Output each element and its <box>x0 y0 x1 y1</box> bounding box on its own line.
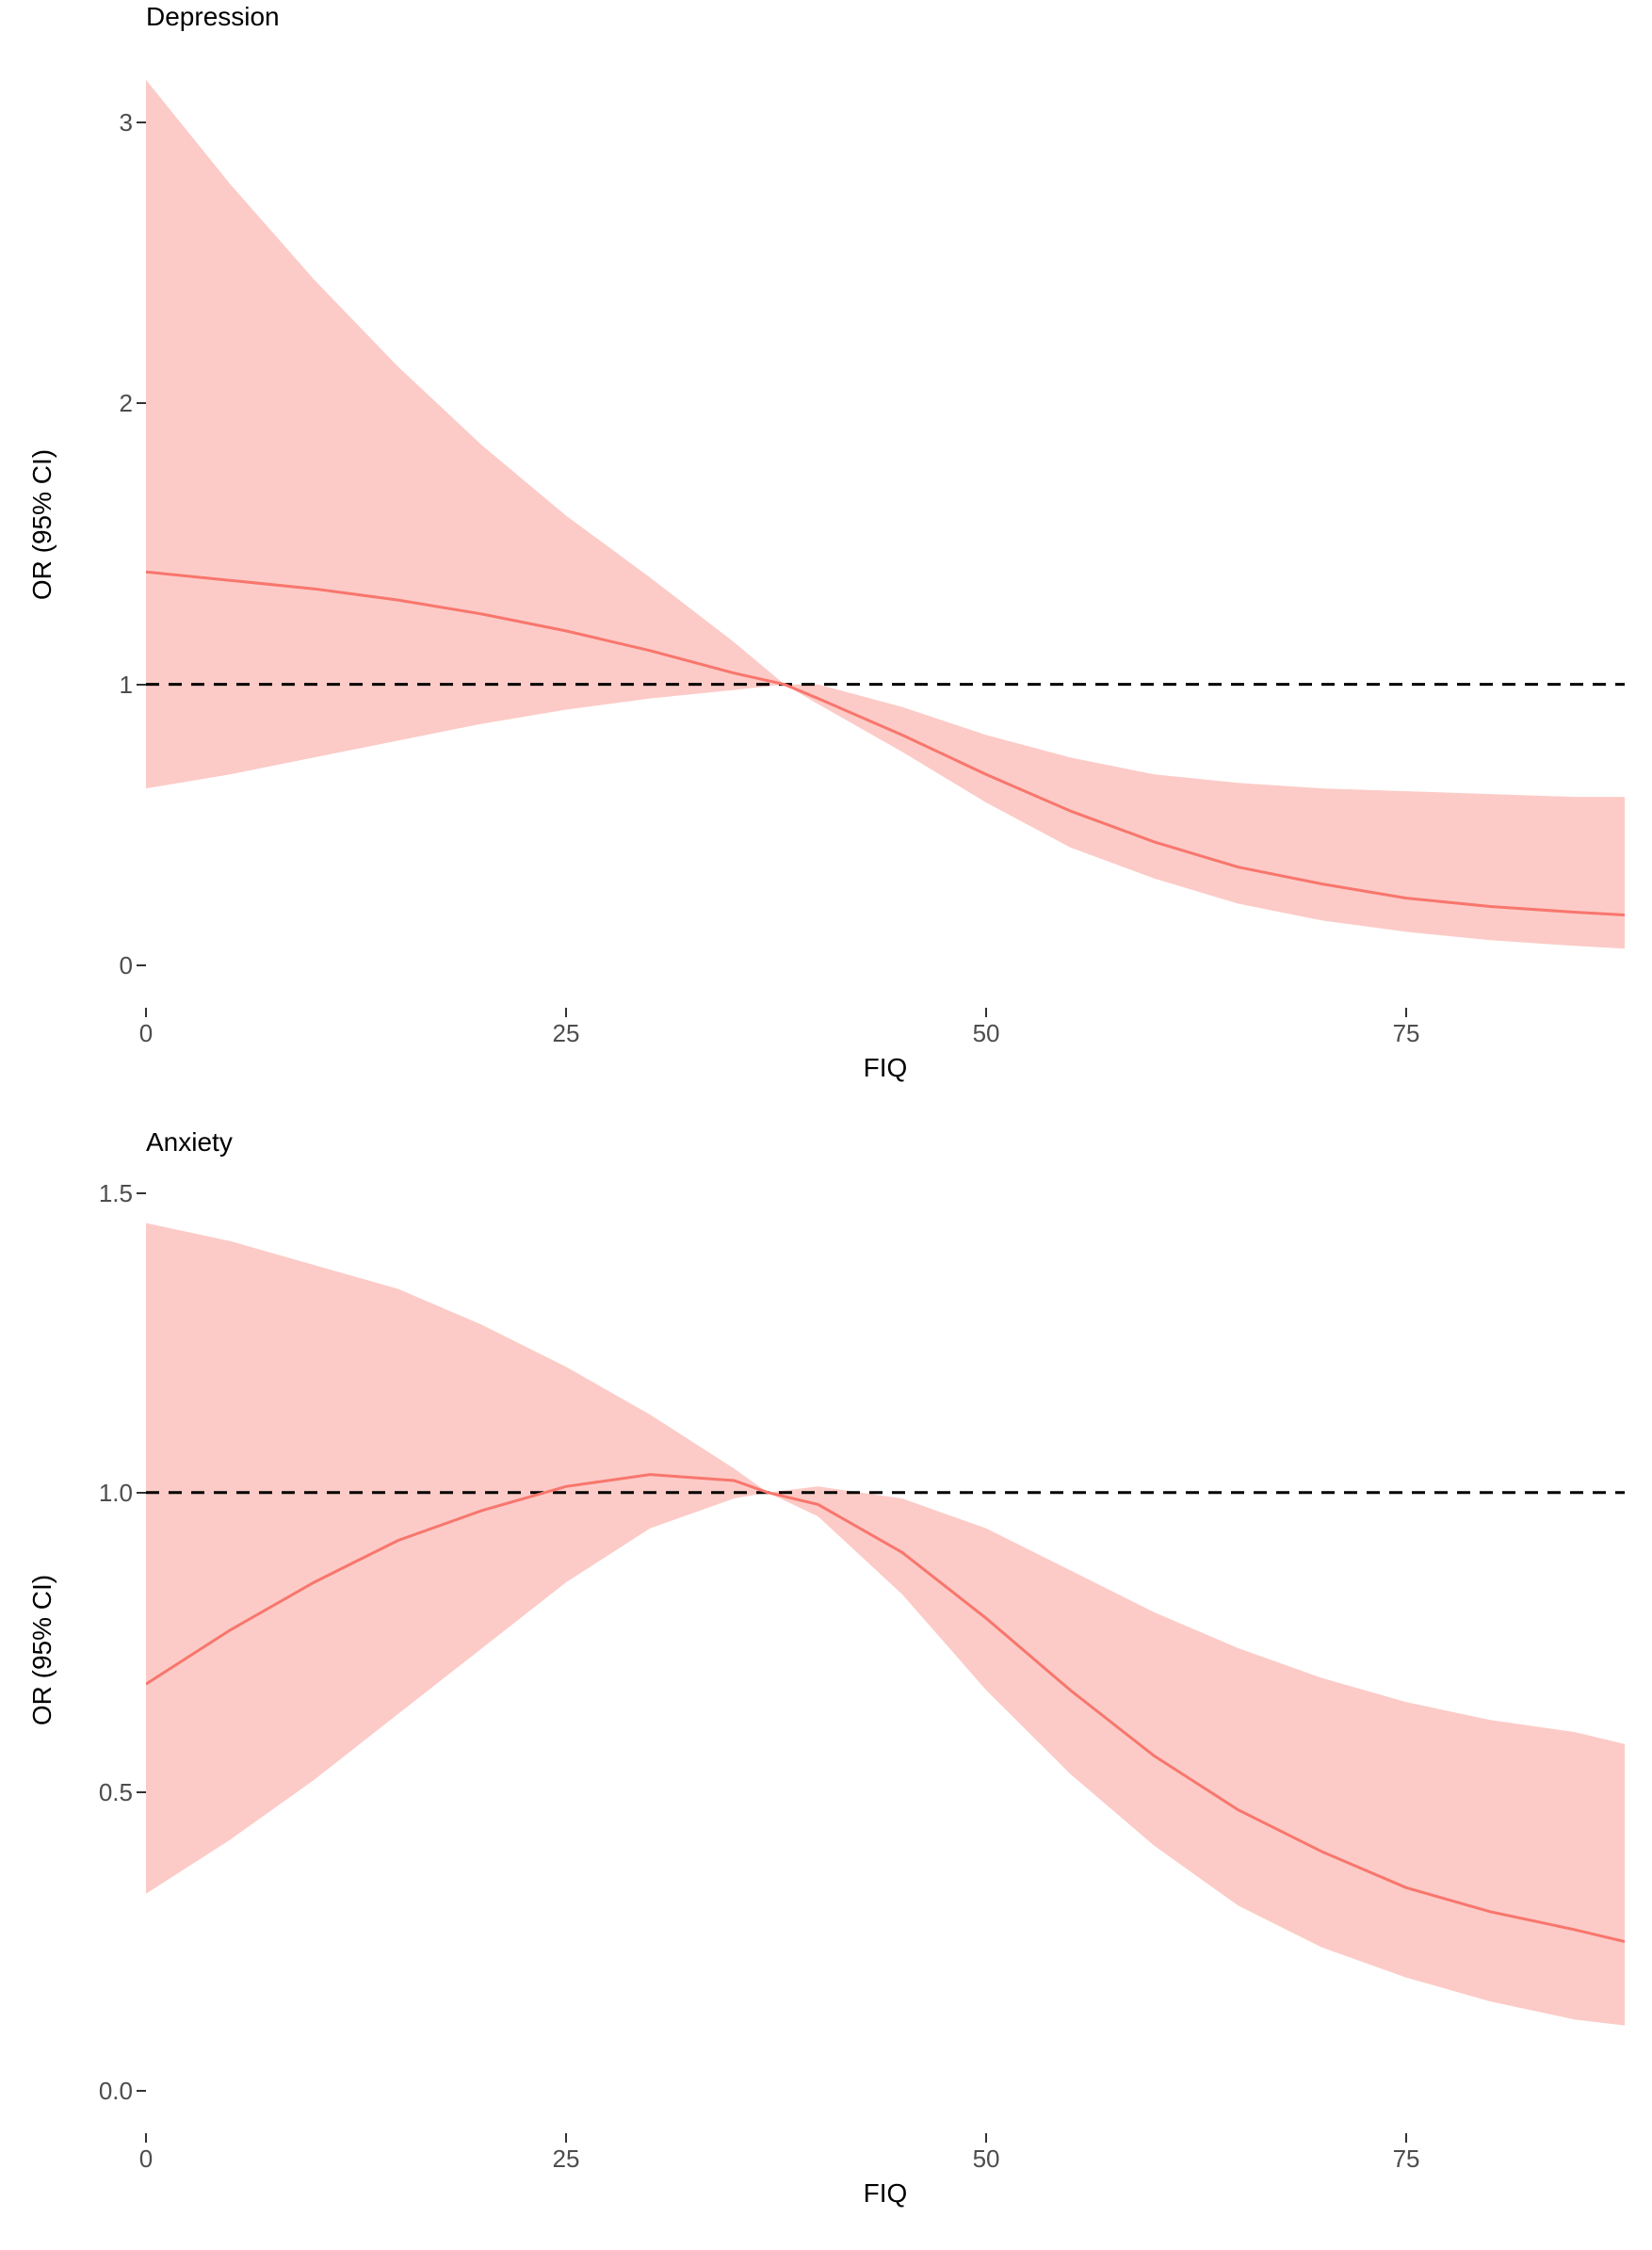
y-tick <box>137 2090 146 2092</box>
y-tick-label: 2 <box>120 389 133 418</box>
x-tick <box>565 2133 567 2143</box>
anxiety-plot <box>146 1163 1625 2133</box>
y-tick <box>137 1791 146 1793</box>
y-tick <box>137 1492 146 1494</box>
depression-x-label: FIQ <box>146 1053 1625 1083</box>
x-tick <box>145 1008 147 1017</box>
y-tick-label: 0.0 <box>99 2077 133 2106</box>
x-tick <box>985 2133 987 2143</box>
x-tick-label: 50 <box>958 1019 1014 1048</box>
y-tick-label: 1.0 <box>99 1479 133 1508</box>
x-tick-label: 25 <box>538 1019 594 1048</box>
y-tick <box>137 1192 146 1194</box>
x-tick-label: 50 <box>958 2145 1014 2174</box>
x-tick <box>985 1008 987 1017</box>
x-tick <box>145 2133 147 2143</box>
anxiety-y-label: OR (95% CI) <box>27 1165 57 2135</box>
depression-y-label: OR (95% CI) <box>27 40 57 1010</box>
x-tick-label: 25 <box>538 2145 594 2174</box>
y-tick-label: 0.5 <box>99 1778 133 1807</box>
depression-ci-ribbon <box>146 80 1625 949</box>
x-tick-label: 75 <box>1378 1019 1434 1048</box>
y-tick-label: 1 <box>120 671 133 700</box>
x-tick-label: 0 <box>118 2145 174 2174</box>
y-tick-label: 1.5 <box>99 1179 133 1208</box>
y-tick <box>137 684 146 686</box>
x-tick <box>565 1008 567 1017</box>
y-tick <box>137 964 146 966</box>
anxiety-ci-ribbon <box>146 1223 1625 2026</box>
y-tick-label: 3 <box>120 108 133 138</box>
x-tick <box>1405 1008 1407 1017</box>
anxiety-x-label: FIQ <box>146 2178 1625 2209</box>
anxiety-title: Anxiety <box>146 1127 233 1157</box>
y-tick-label: 0 <box>120 951 133 980</box>
y-tick <box>137 402 146 404</box>
y-tick <box>137 121 146 123</box>
depression-plot <box>146 38 1625 1008</box>
x-tick <box>1405 2133 1407 2143</box>
depression-title: Depression <box>146 2 280 32</box>
x-tick-label: 0 <box>118 1019 174 1048</box>
x-tick-label: 75 <box>1378 2145 1434 2174</box>
